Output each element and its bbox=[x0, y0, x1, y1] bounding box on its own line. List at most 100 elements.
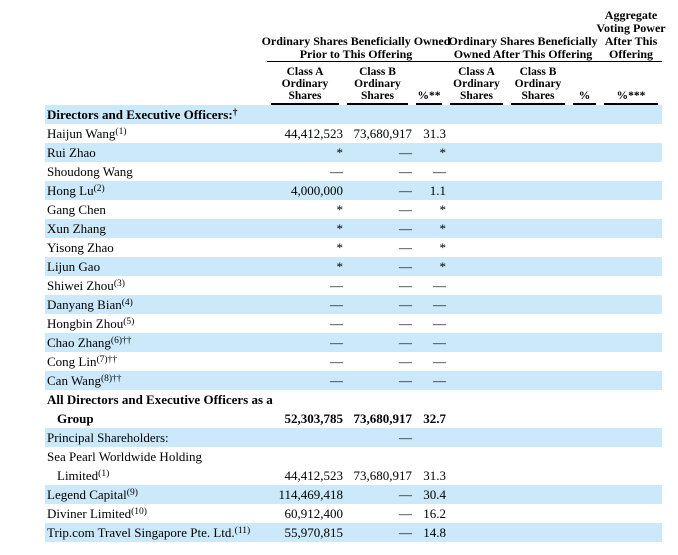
table-cell: * bbox=[439, 221, 447, 236]
table-cell bbox=[600, 314, 662, 333]
table-cell: — bbox=[399, 202, 412, 217]
table-cell bbox=[600, 181, 662, 200]
table-cell: — bbox=[399, 373, 412, 388]
table-cell: 44,412,523 bbox=[284, 126, 344, 141]
table-cell: 32.7 bbox=[423, 411, 446, 426]
table-cell bbox=[569, 371, 600, 390]
shareholder-name: Hong Lu(2) bbox=[47, 183, 105, 198]
table-cell: — bbox=[330, 164, 343, 179]
table-cell bbox=[569, 200, 600, 219]
table-cell: * bbox=[336, 145, 344, 160]
table-cell bbox=[569, 162, 600, 181]
table-cell: 73,680,917 bbox=[353, 126, 413, 141]
table-cell: 44,412,523 bbox=[284, 468, 344, 483]
table-cell bbox=[600, 162, 662, 181]
column-header-row: Class A Ordinary Shares Class B Ordinary… bbox=[45, 62, 662, 106]
table-cell bbox=[446, 390, 507, 428]
table-cell bbox=[600, 523, 662, 542]
table-cell: 55,970,815 bbox=[284, 525, 344, 540]
beneficial-ownership-table: Ordinary Shares Beneficially Owned Prior… bbox=[45, 5, 666, 542]
table-header: Ordinary Shares Beneficially Owned Prior… bbox=[45, 5, 666, 106]
shareholder-name: Shiwei Zhou(3) bbox=[47, 278, 125, 293]
table-cell bbox=[446, 124, 507, 143]
table-cell bbox=[569, 504, 600, 523]
group-header-label: Ordinary Shares Beneficially Owned Prior… bbox=[261, 34, 451, 61]
table-cell bbox=[446, 523, 507, 542]
table-row: Sea Pearl Worldwide Holding Limited(1) 44,… bbox=[45, 447, 662, 485]
table-row: Legend Capital(9) 114,469,418 — 30.4 bbox=[45, 485, 662, 504]
table-row: Rui Zhao * — * bbox=[45, 143, 662, 162]
table-cell: 30.4 bbox=[423, 487, 446, 502]
table-cell bbox=[446, 485, 507, 504]
table-cell: * bbox=[336, 259, 344, 274]
table-cell: 52,303,785 bbox=[284, 411, 344, 426]
table-cell: * bbox=[336, 221, 344, 236]
table-row: Diviner Limited(10) 60,912,400 — 16.2 bbox=[45, 504, 662, 523]
table-cell: — bbox=[399, 525, 412, 540]
table-cell bbox=[600, 504, 662, 523]
table-cell bbox=[267, 428, 343, 447]
shareholder-name: Chao Zhang(6)†† bbox=[47, 335, 132, 350]
table-row: Chao Zhang(6)†† — — — bbox=[45, 333, 662, 352]
shareholder-name: Directors and Executive Officers:† bbox=[47, 107, 238, 122]
table-cell bbox=[446, 314, 507, 333]
shareholder-name: Shoudong Wang bbox=[47, 164, 133, 179]
table-cell: * bbox=[336, 202, 344, 217]
shareholder-name: Can Wang(8)†† bbox=[47, 373, 122, 388]
table-cell: 31.3 bbox=[423, 468, 446, 483]
table-row: Directors and Executive Officers:† bbox=[45, 105, 662, 124]
table-cell: — bbox=[433, 297, 446, 312]
table-cell bbox=[600, 352, 662, 371]
table-cell bbox=[446, 447, 507, 485]
group-header-row: Ordinary Shares Beneficially Owned Prior… bbox=[45, 5, 666, 62]
table-cell bbox=[600, 143, 662, 162]
table-cell bbox=[507, 390, 569, 428]
table-cell bbox=[507, 124, 569, 143]
table-cell bbox=[412, 105, 446, 124]
table-cell: — bbox=[330, 316, 343, 331]
group-header-prior-offering: Ordinary Shares Beneficially Owned Prior… bbox=[262, 5, 450, 62]
table-cell bbox=[569, 143, 600, 162]
shareholder-name: Principal Shareholders: bbox=[47, 430, 169, 445]
table-cell bbox=[569, 485, 600, 504]
column-header-classb-after: Class B Ordinary Shares bbox=[507, 62, 569, 105]
column-header-percent-after: % bbox=[569, 62, 600, 105]
table-cell bbox=[507, 219, 569, 238]
shareholder-name: Cong Lin(7)†† bbox=[47, 354, 118, 369]
table-cell bbox=[446, 428, 507, 447]
shareholder-name: Xun Zhang bbox=[47, 221, 106, 236]
table-cell: * bbox=[336, 240, 344, 255]
table-cell: — bbox=[433, 373, 446, 388]
table-cell bbox=[600, 295, 662, 314]
table-row: All Directors and Executive Officers as … bbox=[45, 390, 662, 428]
table-cell bbox=[600, 124, 662, 143]
table-cell bbox=[569, 428, 600, 447]
table-cell bbox=[507, 314, 569, 333]
table-body: Directors and Executive Officers:† Haijun… bbox=[45, 105, 662, 542]
table-cell bbox=[600, 257, 662, 276]
table-cell: — bbox=[399, 297, 412, 312]
table-cell bbox=[600, 333, 662, 352]
shareholder-name: Hongbin Zhou(5) bbox=[47, 316, 135, 331]
table-cell: 73,680,917 bbox=[353, 468, 413, 483]
table-cell: — bbox=[433, 278, 446, 293]
table-cell: — bbox=[399, 487, 412, 502]
table-cell bbox=[446, 352, 507, 371]
table-cell bbox=[446, 333, 507, 352]
table-cell bbox=[507, 352, 569, 371]
shareholder-name: Legend Capital(9) bbox=[47, 487, 138, 502]
table-cell bbox=[446, 181, 507, 200]
header-spacer bbox=[45, 62, 267, 106]
table-cell: — bbox=[330, 373, 343, 388]
table-row: Can Wang(8)†† — — — bbox=[45, 371, 662, 390]
table-cell bbox=[446, 162, 507, 181]
table-cell: * bbox=[439, 145, 447, 160]
column-header-classa-prior: Class A Ordinary Shares bbox=[267, 62, 343, 105]
table-cell: 73,680,917 bbox=[353, 411, 413, 426]
table-cell: — bbox=[399, 316, 412, 331]
table-cell bbox=[569, 238, 600, 257]
table-row: Trip.com Travel Singapore Pte. Ltd.(11) 5… bbox=[45, 523, 662, 542]
header-spacer bbox=[45, 5, 267, 62]
table-cell bbox=[446, 257, 507, 276]
table-cell bbox=[446, 143, 507, 162]
